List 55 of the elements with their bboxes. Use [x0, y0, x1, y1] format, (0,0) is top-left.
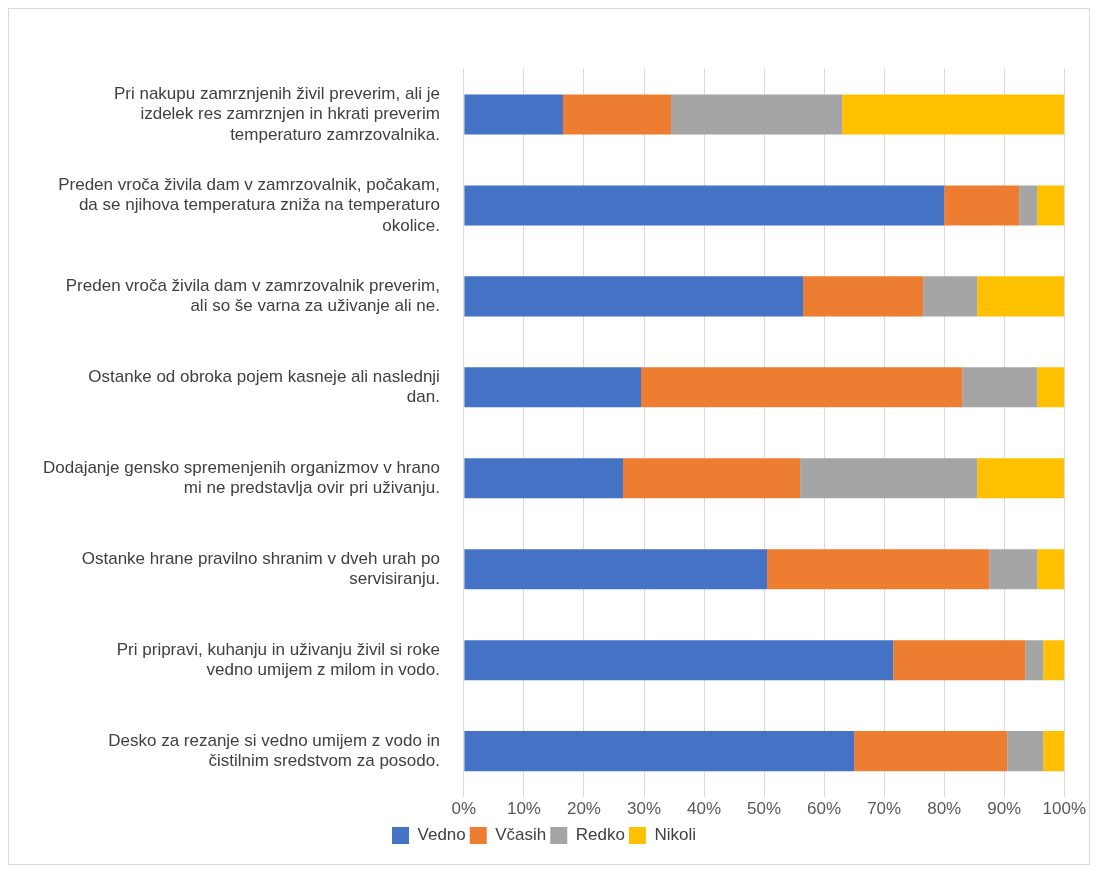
bar: [1037, 185, 1065, 226]
legend-label: Včasih: [495, 825, 547, 845]
bar: [854, 731, 1008, 772]
bar: [464, 276, 804, 317]
bar: [464, 367, 642, 408]
bar: [1019, 185, 1038, 226]
x-tick-label: 100%: [1042, 799, 1086, 819]
bar: [989, 549, 1038, 590]
x-tick-label: 70%: [867, 799, 902, 819]
y-tick-label: Preden vroča živila dam v zamrzovalnik preverim, ali so še varna za uživanje ali ne.: [65, 275, 440, 316]
y-tick-label: Desko za rezanje si vedno umijem z vodo in čistilnim sredstvom za posodo.: [108, 730, 440, 771]
bar: [803, 276, 924, 317]
y-tick-label: Dodajanje gensko spremenjenih organizmov v hrano mi ne predstavlja ovir pri uživanju.: [43, 457, 440, 498]
bar: [623, 458, 801, 499]
legend-label: Redko: [575, 825, 625, 845]
bar: [464, 640, 894, 681]
x-tick-label: 0%: [451, 799, 477, 819]
y-tick-label: Ostanke hrane pravilno shranim v dveh urah po servisiranju.: [81, 548, 440, 589]
bar: [641, 367, 963, 408]
y-tick-label: Pri pripravi, kuhanju in uživanju živil si roke vedno umijem z milom in vodo.: [116, 639, 440, 680]
x-tick-label: 60%: [807, 799, 842, 819]
x-tick-label: 80%: [927, 799, 962, 819]
bar: [1043, 640, 1065, 681]
x-tick-label: 10%: [506, 799, 541, 819]
bar: [464, 185, 945, 226]
bar: [1025, 640, 1044, 681]
bar: [671, 94, 843, 135]
bar: [1037, 549, 1065, 590]
bar: [1043, 731, 1065, 772]
bar: [842, 94, 1065, 135]
x-tick-label: 50%: [747, 799, 782, 819]
y-tick-label: Preden vroča živila dam v zamrzovalnik, počakam, da se njihova temperatura zniža na temperaturo okolice.: [58, 174, 440, 235]
x-tick-label: 40%: [687, 799, 722, 819]
legend-label: Nikoli: [654, 825, 696, 845]
bar: [464, 94, 563, 135]
legend-label: Vedno: [417, 825, 466, 845]
y-tick-label: Ostanke od obroka pojem kasneje ali naslednji dan.: [88, 366, 440, 407]
bar: [464, 549, 768, 590]
bar: [464, 731, 855, 772]
bar: [977, 458, 1065, 499]
bar: [1037, 367, 1065, 408]
x-tick-label: 30%: [626, 799, 662, 819]
bar: [562, 94, 672, 135]
bar: [962, 367, 1038, 408]
bar: [923, 276, 978, 317]
bar: [893, 640, 1026, 681]
x-tick-label: 20%: [566, 799, 601, 819]
bar: [977, 276, 1065, 317]
x-tick-label: 90%: [987, 799, 1022, 819]
y-tick-label: Pri nakupu zamrznjenih živil preverim, ali je izdelek res zamrznjen in hkrati preverim temperaturo zamrzovalnika.: [113, 83, 440, 144]
bar: [800, 458, 978, 499]
bar: [464, 458, 623, 499]
bar: [944, 185, 1020, 226]
bar: [767, 549, 990, 590]
bar: [1007, 731, 1044, 772]
